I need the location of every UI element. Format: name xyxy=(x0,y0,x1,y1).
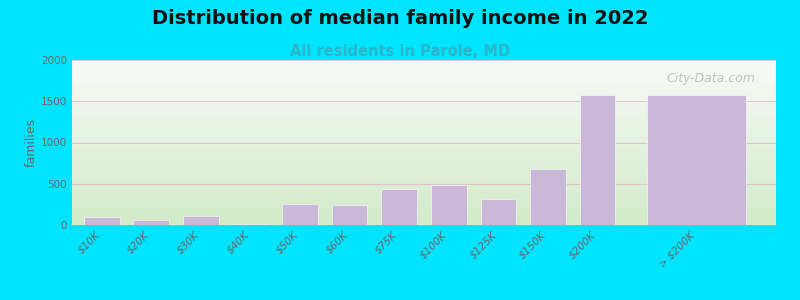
Y-axis label: families: families xyxy=(25,118,38,167)
Bar xyxy=(183,215,218,225)
Text: Distribution of median family income in 2022: Distribution of median family income in … xyxy=(152,9,648,28)
Bar xyxy=(647,95,746,225)
Bar xyxy=(580,95,615,225)
Text: City-Data.com: City-Data.com xyxy=(666,71,755,85)
Bar xyxy=(481,200,516,225)
Text: All residents in Parole, MD: All residents in Parole, MD xyxy=(290,44,510,59)
Bar xyxy=(431,184,466,225)
Bar xyxy=(134,220,169,225)
Bar xyxy=(382,189,417,225)
Bar xyxy=(282,204,318,225)
Bar xyxy=(84,217,119,225)
Bar xyxy=(530,169,566,225)
Bar xyxy=(332,205,367,225)
Bar xyxy=(233,224,268,225)
